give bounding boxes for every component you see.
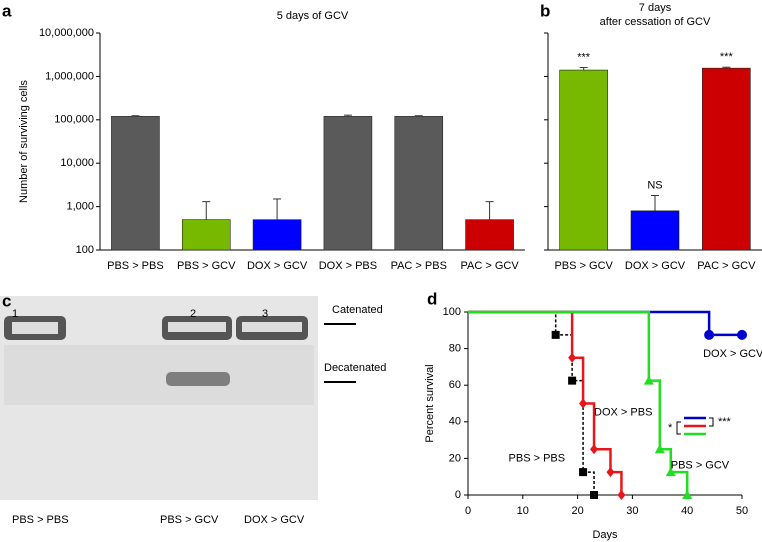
band-label: Decatenated [324,362,386,374]
survival-line [468,310,689,495]
band-label: Catenated [332,304,383,316]
gel-smear [4,345,314,405]
x-tick-label: 20 [571,505,583,517]
gel-band [12,322,58,334]
significance-label: NS [647,179,662,191]
x-tick-label: 10 [517,505,529,517]
y-tick-label: 80 [449,343,461,355]
marker [568,376,577,385]
panel-label: c [2,291,11,310]
series-label: DOX > GCV [703,348,762,360]
marker [643,375,654,385]
marker [579,398,588,409]
bar [559,69,608,251]
y-tick-label: 10,000 [60,157,94,169]
x-tick-label: 30 [626,505,638,517]
significance-label: *** [720,51,734,63]
sample-label: PBS > GCV [160,514,219,526]
x-tick-label: DOX > PBS [319,260,377,272]
sample-label: DOX > GCV [244,514,305,526]
lane-label: 1 [12,308,18,320]
marker [606,467,615,478]
y-axis-label: Number of surviving cells [18,80,30,203]
bar [252,219,302,251]
x-tick-label: DOX > GCV [247,260,308,272]
bracket [676,421,681,435]
marker [682,490,693,499]
y-tick-label: 100,000 [54,114,94,126]
y-tick-label: 100 [76,244,94,256]
marker [590,444,599,455]
marker [617,490,626,500]
lane-label: 2 [190,308,196,320]
y-tick-label: 20 [449,452,461,464]
survival-line [468,311,595,495]
x-tick-label: PAC > GCV [460,260,519,272]
marker [579,468,588,477]
bar [111,116,160,251]
panel-label: d [427,289,437,308]
lane-label: 3 [262,308,268,320]
marker [654,444,665,454]
y-axis-label: Percent survival [424,364,436,442]
gel-image [0,296,356,500]
y-tick-label: 60 [449,379,461,391]
panel-label: b [540,1,550,20]
y-tick-label: 0 [455,489,461,501]
chart-title: 5 days of GCV [277,10,349,22]
survival-line [468,310,623,495]
marker [590,491,599,499]
y-tick-label: 1,000 [66,201,94,213]
x-tick-label: DOX > GCV [625,260,686,272]
y-tick-label: 1,000,000 [45,70,94,82]
marker [568,352,577,363]
x-axis-label: Days [592,529,618,541]
bar [702,67,751,251]
significance-label: *** [718,416,732,428]
gel-band [242,322,302,332]
y-tick-label: 100 [443,306,461,318]
y-tick-label: 10,000,000 [39,27,94,39]
x-tick-label: 50 [736,505,748,517]
significance-label: *** [577,51,591,63]
series-label: PBS > PBS [509,452,566,464]
chart-title: 7 days [639,2,672,14]
bracket [709,417,714,427]
significance-label: * [668,422,673,434]
bar [181,219,231,251]
survival-line [468,310,742,337]
x-tick-label: 40 [681,505,693,517]
x-tick-label: PBS > GCV [554,260,613,272]
x-tick-label: PAC > GCV [697,260,756,272]
x-tick-label: PAC > PBS [391,260,447,272]
x-tick-label: 0 [465,505,471,517]
x-tick-label: PBS > PBS [107,260,164,272]
gel-band [168,322,226,332]
marker [551,330,560,339]
chart-subtitle: after cessation of GCV [600,16,711,28]
x-tick-label: PBS > GCV [177,260,236,272]
y-tick-label: 40 [449,416,461,428]
bar [323,116,373,251]
marker [737,329,747,340]
series-label: DOX > PBS [594,407,652,419]
sample-label: PBS > PBS [12,514,69,526]
bar [465,219,514,251]
panel-label: a [2,1,12,20]
marker [665,467,676,477]
bar [630,210,680,251]
bar [394,116,444,251]
marker [704,329,715,340]
series-label: PBS > GCV [671,460,730,472]
